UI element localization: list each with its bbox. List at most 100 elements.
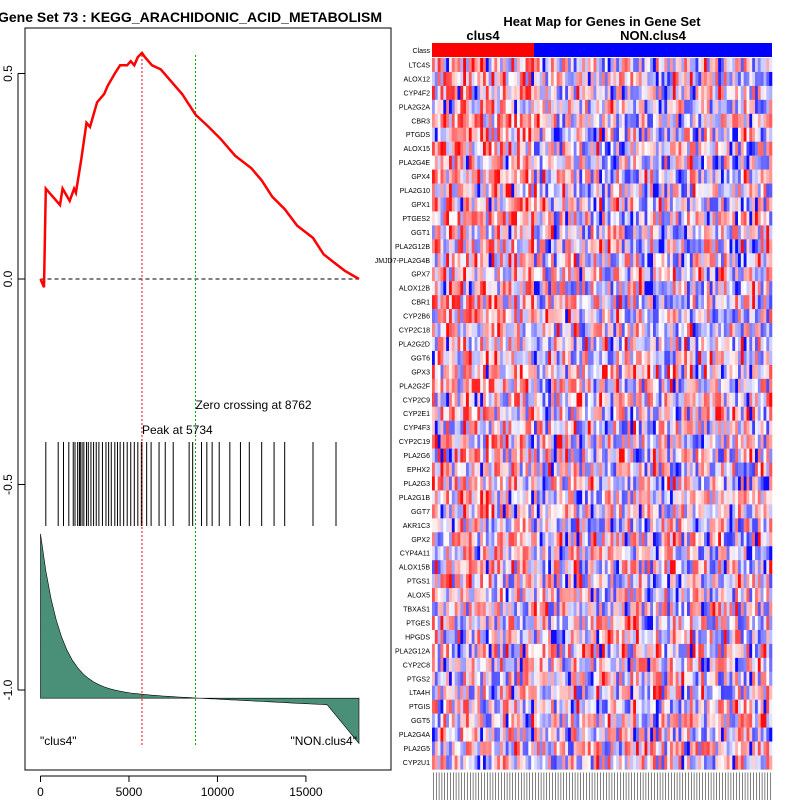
heatmap-cell [502,127,506,142]
heatmap-cell [715,448,719,463]
heatmap-cell [735,58,739,73]
heatmap-cell [488,113,492,128]
heatmap-cell [638,183,642,198]
heatmap-cell [712,169,716,184]
heatmap-cell [760,99,764,114]
heatmap-cell [641,253,645,268]
heatmap-cell [451,113,455,128]
heatmap-cell [497,211,501,226]
heatmap-cell [644,337,648,352]
heatmap-cell [678,448,682,463]
heatmap-cell [636,532,640,547]
heatmap-cell [633,295,637,310]
heatmap-cell [619,518,623,533]
heatmap-cell [573,197,577,212]
heatmap-cell [556,476,560,491]
heatmap-cell [443,309,447,324]
heatmap-cell [517,127,521,142]
heatmap-cell [511,490,515,505]
heatmap-cell [766,155,770,170]
heatmap-cell [511,476,515,491]
heatmap-cell [670,490,674,505]
heatmap-cell [743,225,747,240]
heatmap-cell [706,211,710,226]
heatmap-cell [466,448,470,463]
heatmap-cell [732,183,736,198]
heatmap-cell [630,476,634,491]
heatmap-cell [740,113,744,128]
heatmap-cell [644,281,648,296]
heatmap-cell [545,71,549,87]
heatmap-cell [658,490,662,505]
heatmap-cell [582,350,586,366]
heatmap-cell [709,155,713,170]
heatmap-cell [616,295,620,310]
heatmap-cell [542,127,546,142]
heatmap-cell [718,448,722,463]
heatmap-cell [721,253,725,268]
heatmap-cell [573,99,577,114]
heatmap-cell [474,392,478,407]
heatmap-cell [480,602,484,617]
heatmap-cell [559,602,563,617]
heatmap-cell [681,406,685,421]
heatmap-cell [723,295,727,310]
heatmap-cell [638,518,642,533]
heatmap-cell [624,239,628,254]
heatmap-cell [491,155,495,170]
heatmap-cell [644,253,648,268]
heatmap-cell [740,183,744,198]
heatmap-cell [624,462,628,477]
heatmap-cell [641,225,645,240]
heatmap-cell [726,155,730,170]
heatmap-cell [698,448,702,463]
heatmap-cell [647,141,651,156]
heatmap-cell [432,378,436,393]
heatmap-cell [477,350,481,366]
heatmap-cell [508,155,512,170]
heatmap-cell [740,323,744,338]
heatmap-panel: Heat Map for Genes in Gene Set clus4 NON.… [375,14,773,800]
heatmap-cell [562,155,566,170]
heatmap-row [432,85,773,101]
heatmap-cell [463,532,467,547]
heatmap-cell [704,434,708,449]
heatmap-cell [633,127,637,142]
heatmap-cell [715,183,719,198]
heatmap-cell [670,155,674,170]
heatmap-cell [701,602,705,617]
heatmap-cell [638,127,642,142]
heatmap-cell [596,602,600,617]
heatmap-cell [675,546,679,561]
heatmap-cell [715,253,719,268]
heatmap-cell [701,323,705,338]
heatmap-cell [565,85,569,101]
heatmap-cell [528,323,532,338]
heatmap-cell [698,364,702,380]
heatmap-cell [723,434,727,449]
heatmap-cell [573,169,577,184]
heatmap-cell [463,183,467,198]
heatmap-cell [500,476,504,491]
heatmap-cell [451,267,455,282]
heatmap-cell [531,434,535,449]
heatmap-cell [579,420,583,435]
heatmap-cell [590,490,594,505]
heatmap-cell [585,127,589,142]
heatmap-cell [587,602,591,617]
heatmap-cell [434,295,438,310]
heatmap-cell [641,560,645,575]
heatmap-cell [636,504,640,519]
heatmap-cell [514,546,518,561]
heatmap-cell [647,169,651,184]
heatmap-cell [621,169,625,184]
heatmap-cell [667,113,671,128]
heatmap-cell [701,58,705,73]
heatmap-cell [638,225,642,240]
heatmap-cell [454,588,458,603]
heatmap-cell [570,546,574,561]
heatmap-cell [522,239,526,254]
heatmap-cell [500,350,504,366]
heatmap-cell [746,392,750,407]
heatmap-cell [511,574,515,589]
